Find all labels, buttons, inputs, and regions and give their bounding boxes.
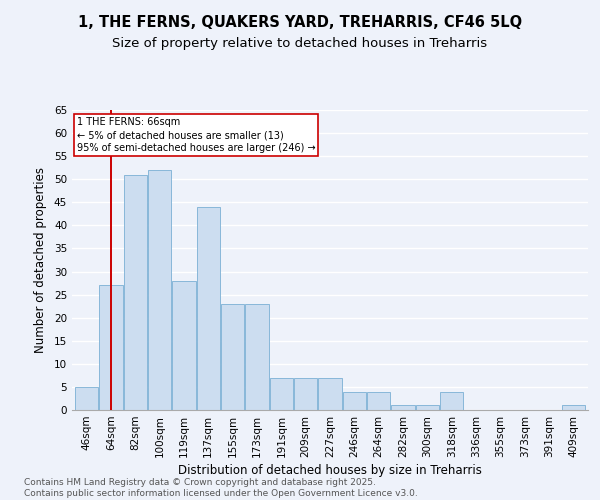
Bar bbox=[124, 174, 147, 410]
X-axis label: Distribution of detached houses by size in Treharris: Distribution of detached houses by size … bbox=[178, 464, 482, 477]
Bar bbox=[562, 406, 585, 410]
Bar bbox=[75, 387, 98, 410]
Bar bbox=[100, 286, 122, 410]
Text: 1, THE FERNS, QUAKERS YARD, TREHARRIS, CF46 5LQ: 1, THE FERNS, QUAKERS YARD, TREHARRIS, C… bbox=[78, 15, 522, 30]
Text: Contains HM Land Registry data © Crown copyright and database right 2025.
Contai: Contains HM Land Registry data © Crown c… bbox=[24, 478, 418, 498]
Bar bbox=[221, 304, 244, 410]
Bar bbox=[319, 378, 341, 410]
Bar bbox=[391, 406, 415, 410]
Y-axis label: Number of detached properties: Number of detached properties bbox=[34, 167, 47, 353]
Bar bbox=[294, 378, 317, 410]
Bar bbox=[245, 304, 269, 410]
Bar bbox=[172, 281, 196, 410]
Bar bbox=[197, 207, 220, 410]
Bar bbox=[367, 392, 390, 410]
Bar bbox=[416, 406, 439, 410]
Bar bbox=[343, 392, 366, 410]
Bar bbox=[440, 392, 463, 410]
Text: 1 THE FERNS: 66sqm
← 5% of detached houses are smaller (13)
95% of semi-detached: 1 THE FERNS: 66sqm ← 5% of detached hous… bbox=[77, 117, 316, 154]
Text: Size of property relative to detached houses in Treharris: Size of property relative to detached ho… bbox=[112, 38, 488, 51]
Bar bbox=[148, 170, 171, 410]
Bar bbox=[270, 378, 293, 410]
